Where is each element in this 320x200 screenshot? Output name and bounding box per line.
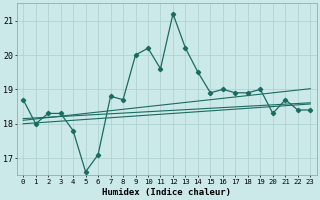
X-axis label: Humidex (Indice chaleur): Humidex (Indice chaleur) [102, 188, 231, 197]
